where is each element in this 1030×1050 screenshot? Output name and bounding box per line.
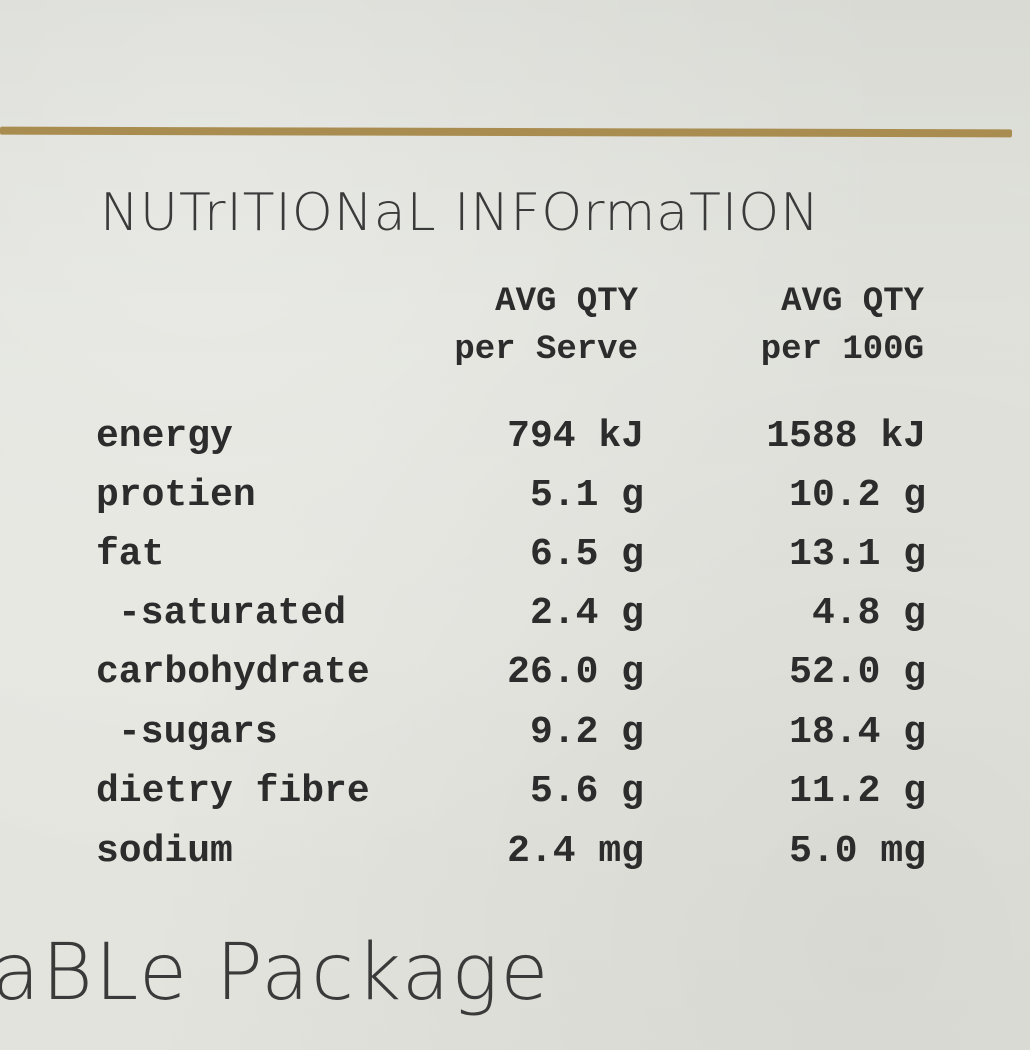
per-100g-value: 5.0 mg — [789, 830, 926, 873]
column-header-line: AVG QTY — [495, 283, 638, 321]
nutrient-label: -saturated — [118, 592, 347, 635]
table-row: energy 794 kJ 1588 kJ — [96, 408, 936, 466]
table-row: sodium 2.4 mg 5.0 mg — [96, 823, 936, 881]
per-100g-value: 11.2 g — [789, 770, 926, 813]
per-100g-value: 13.1 g — [789, 533, 926, 576]
nutrient-label: energy — [96, 415, 233, 458]
panel-title: NUTrITIONaL INFOrmaTION — [100, 183, 821, 243]
nutrient-label: sodium — [96, 830, 233, 873]
footer-text: aBLe Package — [0, 928, 551, 1018]
column-header-line: per Serve — [454, 331, 638, 369]
per-serve-value: 5.6 g — [529, 770, 644, 813]
column-header-line: per 100G — [760, 331, 924, 369]
nutrient-label: carbohydrate — [96, 651, 370, 694]
per-serve-value: 6.5 g — [529, 533, 644, 576]
table-row: -sugars 9.2 g 18.4 g — [96, 704, 936, 762]
per-100g-value: 18.4 g — [789, 711, 926, 754]
per-100g-value: 10.2 g — [789, 474, 926, 517]
per-100g-value: 52.0 g — [789, 651, 926, 694]
per-100g-value: 1588 kJ — [766, 415, 926, 458]
per-serve-value: 794 kJ — [507, 415, 644, 458]
per-serve-value: 2.4 mg — [507, 830, 644, 873]
per-serve-value: 5.1 g — [529, 474, 644, 517]
table-row: carbohydrate 26.0 g 52.0 g — [96, 644, 936, 702]
per-serve-value: 2.4 g — [529, 592, 644, 635]
per-serve-value: 26.0 g — [507, 651, 644, 694]
nutrient-label: fat — [96, 533, 165, 576]
column-header-line: AVG QTY — [781, 283, 924, 321]
nutrient-label: protien — [96, 474, 256, 517]
nutrition-panel: AVG QTY per Serve AVG QTY per 100G energ… — [96, 278, 936, 878]
table-row: protien 5.1 g 10.2 g — [96, 467, 936, 525]
per-100g-value: 4.8 g — [811, 592, 926, 635]
nutrient-label: -sugars — [118, 711, 278, 754]
column-header-per-100g: AVG QTY per 100G — [761, 278, 924, 374]
table-row: dietry fibre 5.6 g 11.2 g — [96, 763, 936, 821]
table-row: -saturated 2.4 g 4.8 g — [96, 585, 936, 643]
per-serve-value: 9.2 g — [529, 711, 644, 754]
column-header-per-serve: AVG QTY per Serve — [454, 278, 638, 374]
table-row: fat 6.5 g 13.1 g — [96, 526, 936, 584]
nutrient-label: dietry fibre — [96, 770, 370, 813]
gold-divider-line — [0, 126, 1013, 138]
